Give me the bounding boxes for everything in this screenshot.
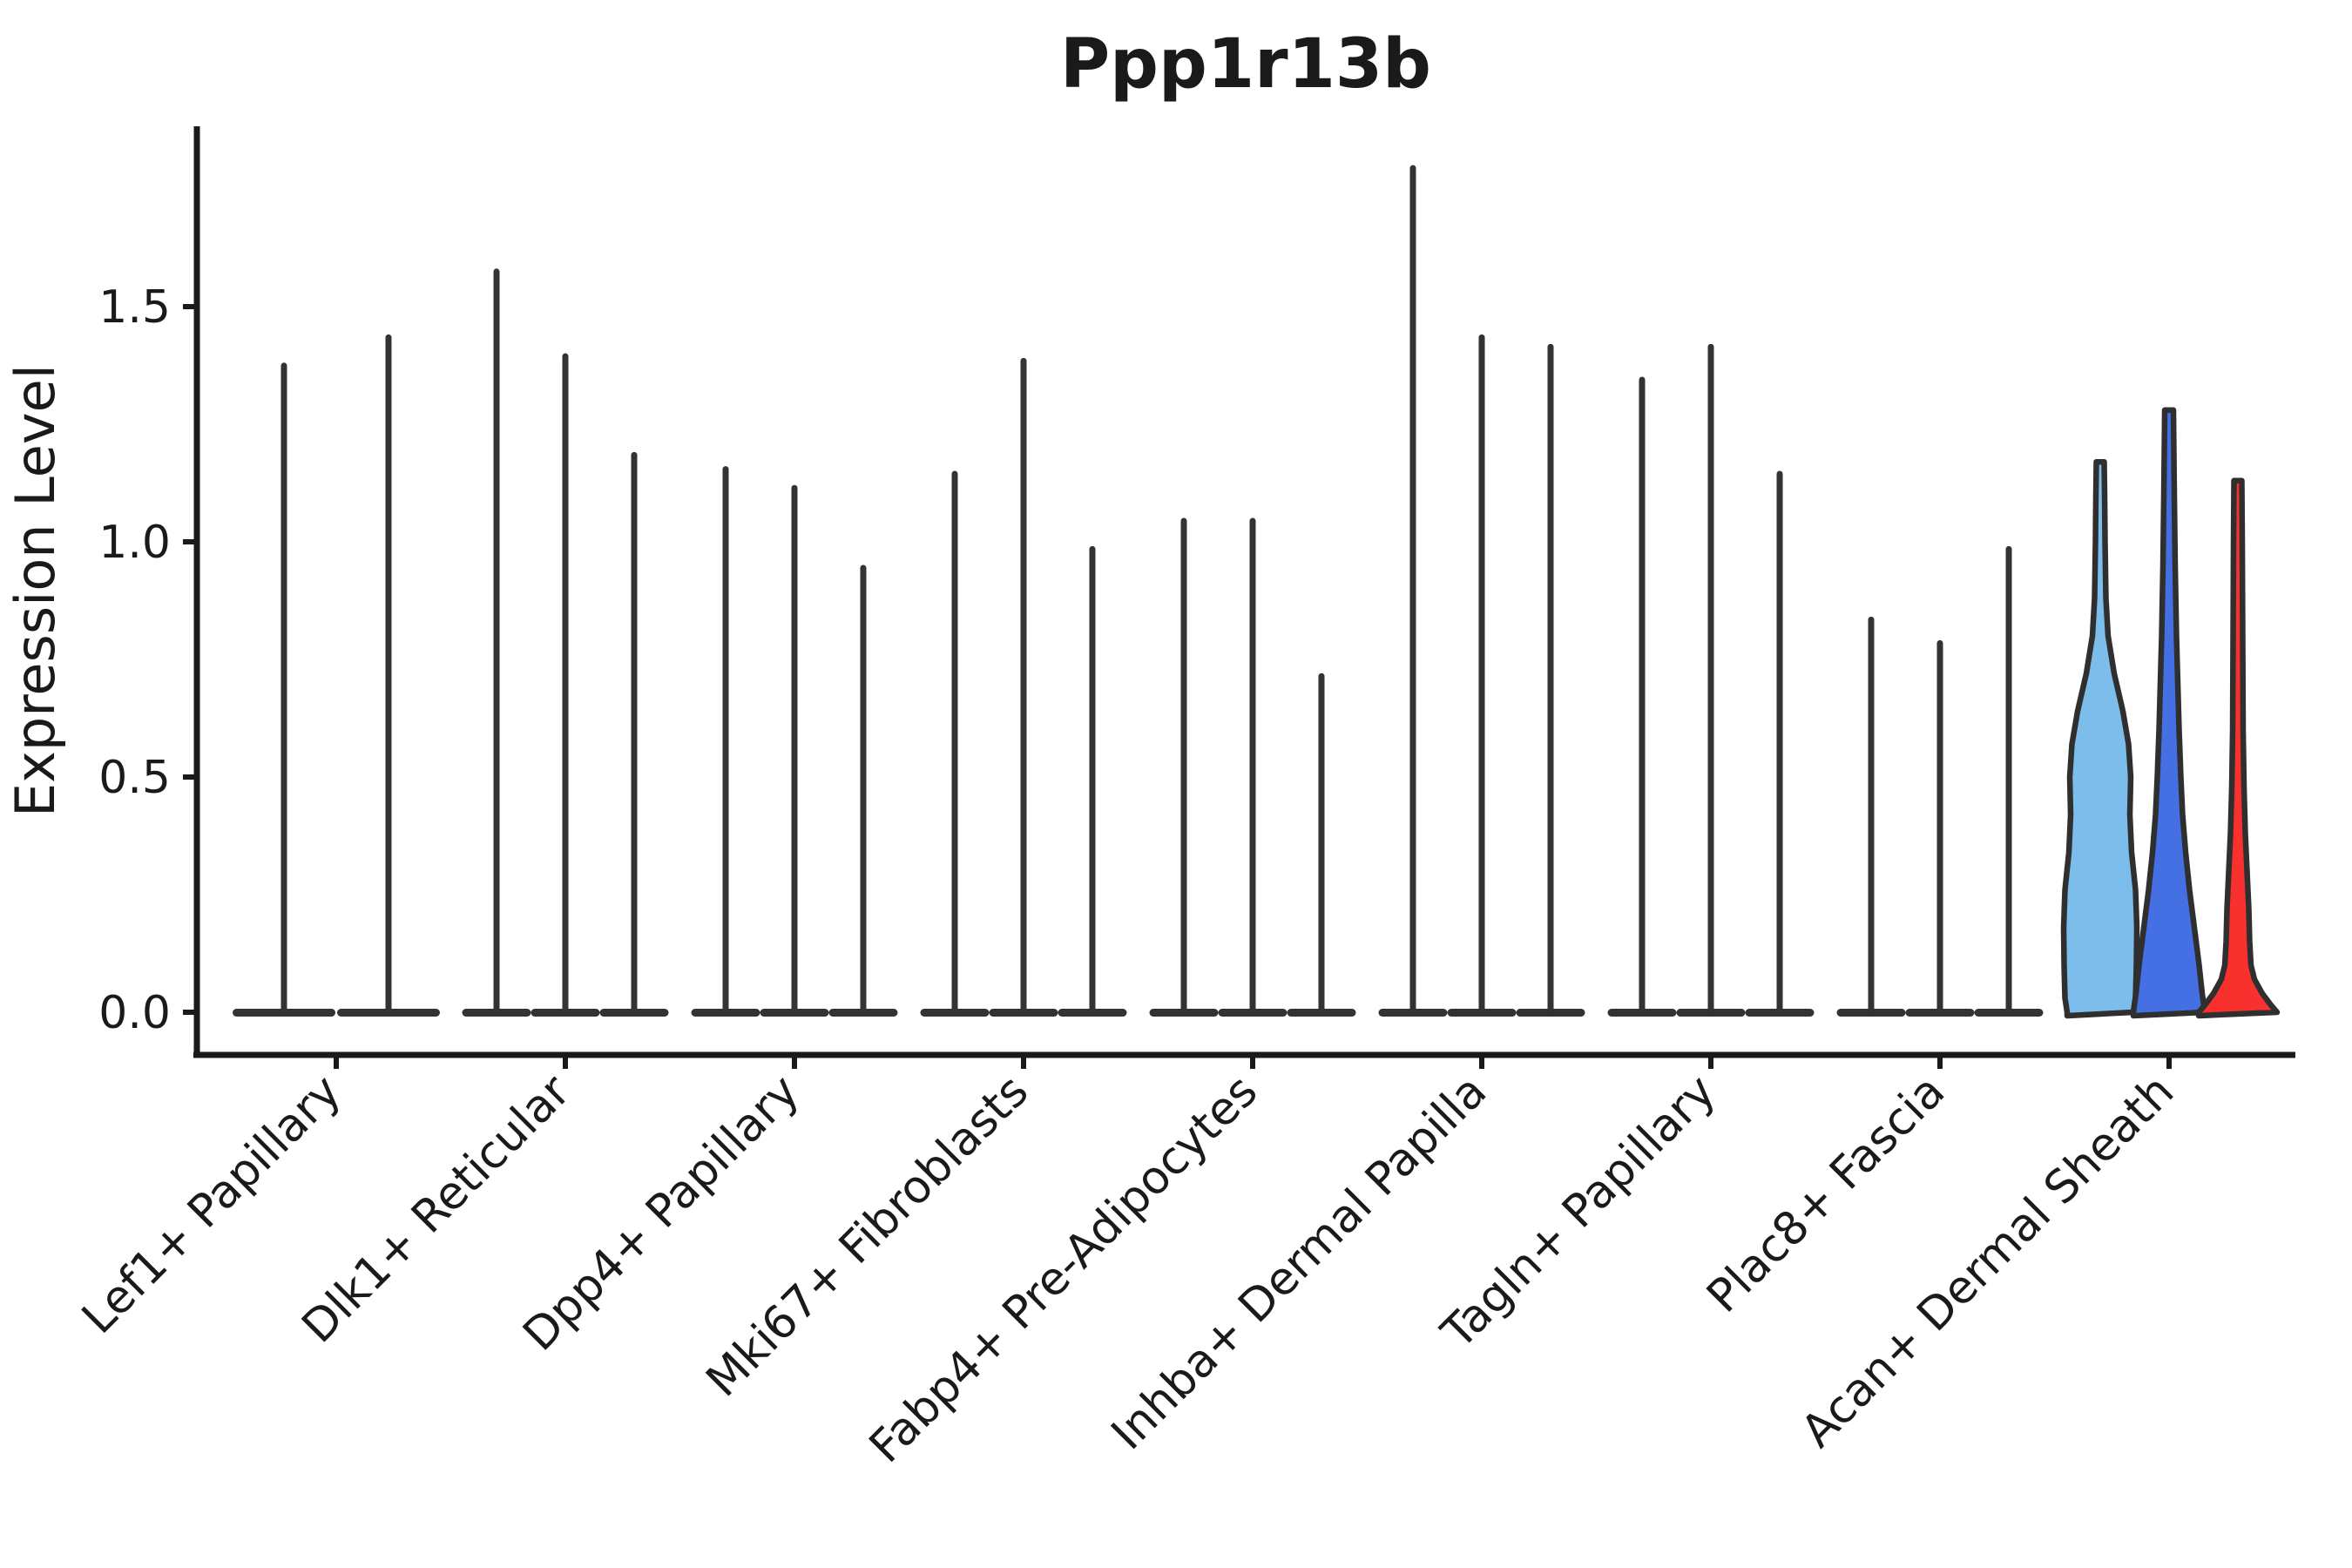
violin bbox=[2130, 407, 2208, 1019]
y-tick-label: 0.0 bbox=[98, 987, 171, 1039]
x-tick-label: Plac8+ Fascia bbox=[1697, 1065, 1955, 1323]
y-axis-label: Expression Level bbox=[3, 364, 67, 817]
x-tick-label: Fabp4+ Pre-Adipocytes bbox=[860, 1065, 1267, 1473]
violin bbox=[2195, 477, 2281, 1019]
y-tick-label: 1.5 bbox=[98, 281, 171, 334]
x-tick-label: Inhba+ Dermal Papilla bbox=[1102, 1065, 1497, 1460]
violin bbox=[2060, 458, 2140, 1019]
y-tick-label: 0.5 bbox=[98, 752, 171, 804]
x-tick-label: Acan+ Dermal Sheath bbox=[1792, 1065, 2185, 1458]
y-tick-label: 1.0 bbox=[98, 517, 171, 569]
plot-title: Ppp1r13b bbox=[1060, 25, 1431, 104]
